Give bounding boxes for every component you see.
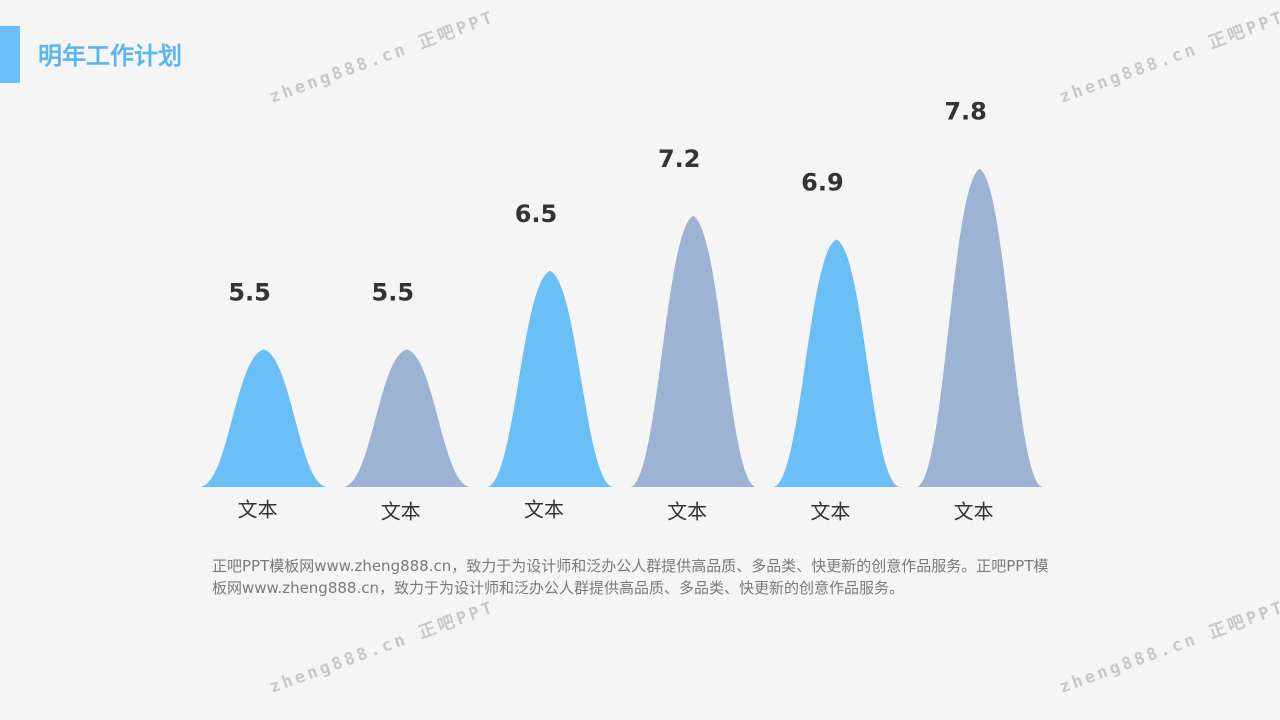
x-tick-label: 文本: [524, 498, 564, 522]
watermark: zheng888.cn 正吧PPT: [1057, 7, 1280, 107]
value-label: 7.8: [944, 98, 987, 126]
watermark: zheng888.cn 正吧PPT: [1057, 597, 1280, 697]
bell-bar: [916, 168, 1043, 487]
slide-title: 明年工作计划: [38, 42, 182, 70]
value-label: 7.2: [658, 145, 701, 173]
value-label: 6.5: [515, 200, 558, 228]
value-label: 5.5: [228, 278, 271, 306]
x-tick-label: 文本: [954, 500, 994, 524]
x-tick-label: 文本: [238, 498, 278, 522]
value-label: 6.9: [801, 168, 844, 196]
bell-bar: [200, 349, 327, 487]
description: 正吧PPT模板网www.zheng888.cn，致力于为设计师和泛办公人群提供高…: [212, 557, 1049, 597]
title-accent: [0, 26, 20, 83]
bell-bar: [343, 349, 470, 487]
watermark: zheng888.cn 正吧PPT: [267, 7, 498, 107]
x-tick-label: 文本: [810, 500, 850, 524]
value-label: 5.5: [372, 278, 415, 306]
x-tick-label: 文本: [381, 500, 421, 524]
bell-bar: [630, 215, 757, 487]
bell-bar: [487, 270, 613, 487]
watermark: zheng888.cn 正吧PPT: [267, 597, 498, 697]
bell-bar: [773, 239, 900, 487]
x-tick-label: 文本: [667, 500, 707, 524]
